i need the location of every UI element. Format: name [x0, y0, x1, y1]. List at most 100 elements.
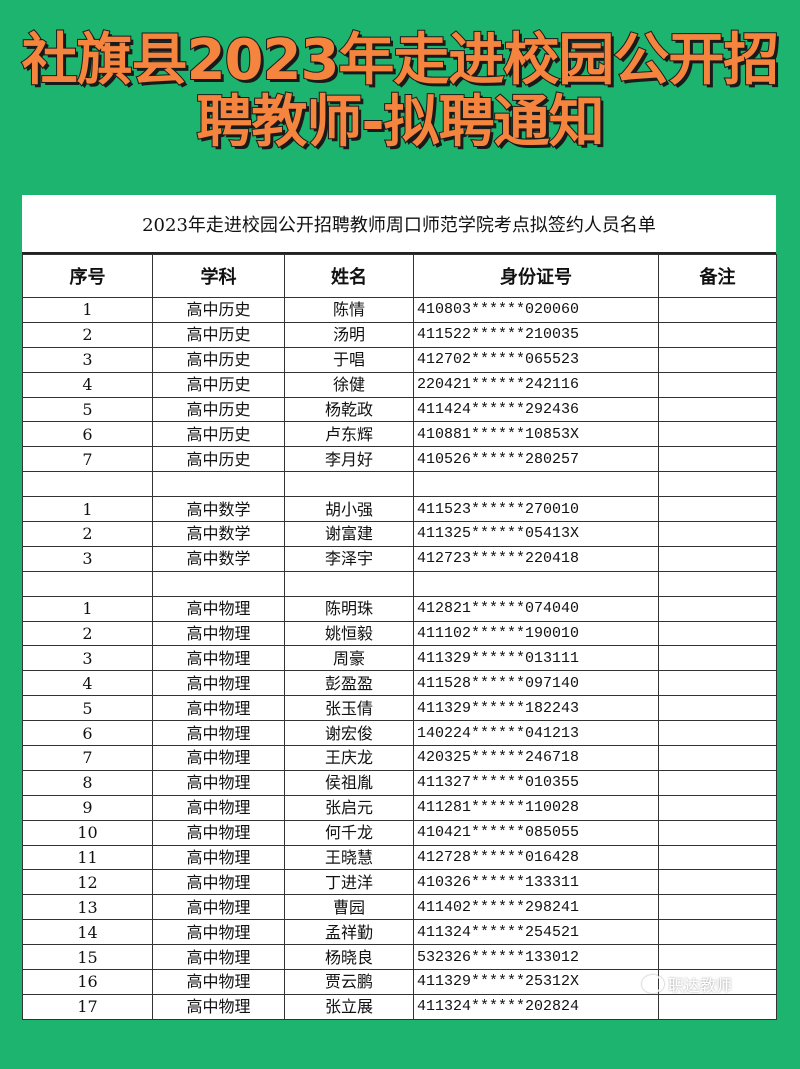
cell-index: 7 — [22, 745, 153, 771]
table-row: 16 高中物理 贾云鹏 411329******25312X — [22, 969, 777, 995]
cell-name: 杨晓良 — [284, 944, 414, 971]
cell-subject: 高中物理 — [152, 844, 285, 871]
table-row: 5 高中历史 杨乾政 411424******292436 — [22, 396, 777, 423]
cell-id-number: 410526******280257 — [413, 446, 659, 473]
table-row: 10 高中物理 何千龙 410421******085055 — [22, 819, 777, 846]
cell-remarks — [658, 819, 777, 846]
cell-id-number: 412728******016428 — [413, 844, 659, 871]
cell-remarks — [658, 297, 777, 323]
cell-remarks — [658, 496, 777, 523]
cell-id-number: 411402******298241 — [413, 894, 659, 921]
cell-subject — [152, 570, 285, 597]
cell-subject: 高中物理 — [152, 645, 285, 672]
cell-id-number: 420325******246718 — [413, 745, 659, 771]
cell-name: 姚恒毅 — [284, 620, 414, 647]
cell-name: 王晓慧 — [284, 844, 414, 871]
cell-name: 汤明 — [284, 321, 414, 348]
cell-name: 陈明珠 — [284, 595, 414, 622]
cell-subject — [152, 471, 285, 498]
cell-name: 张玉倩 — [284, 695, 414, 722]
table-row: 14 高中物理 孟祥勤 411324******254521 — [22, 919, 777, 946]
cell-name: 李泽宇 — [284, 545, 414, 572]
cell-id-number: 411424******292436 — [413, 396, 659, 423]
table-row: 6 高中物理 谢宏俊 140224******041213 — [22, 720, 777, 747]
cell-id-number: 412702******065523 — [413, 346, 659, 373]
cell-id-number: 410326******133311 — [413, 869, 659, 896]
cell-remarks — [658, 794, 777, 821]
cell-name: 卢东辉 — [284, 421, 414, 448]
cell-id-number: 220421******242116 — [413, 371, 659, 398]
cell-remarks — [658, 595, 777, 622]
header-id-number: 身份证号 — [413, 254, 659, 298]
table-row: 2 高中历史 汤明 411522******210035 — [22, 321, 777, 348]
table-row: 6 高中历史 卢东辉 410881******10853X — [22, 421, 777, 448]
cell-remarks — [658, 545, 777, 572]
table-header-row: 序号 学科 姓名 身份证号 备注 — [22, 254, 777, 298]
cell-remarks — [658, 769, 777, 796]
cell-remarks — [658, 670, 777, 697]
headline: 社旗县2023年走进校园公开招 聘教师-拟聘通知 — [0, 29, 800, 155]
cell-id-number: 410881******10853X — [413, 421, 659, 448]
cell-index: 3 — [22, 645, 153, 672]
table-row: 17 高中物理 张立展 411324******202824 — [22, 993, 777, 1020]
cell-id-number: 411329******25312X — [413, 969, 659, 995]
cell-remarks — [658, 396, 777, 423]
cell-remarks — [658, 371, 777, 398]
cell-id-number: 412723******220418 — [413, 545, 659, 572]
cell-subject: 高中历史 — [152, 421, 285, 448]
cell-index: 11 — [22, 844, 153, 871]
cell-subject: 高中物理 — [152, 993, 285, 1020]
cell-subject: 高中物理 — [152, 819, 285, 846]
cell-id-number: 411327******010355 — [413, 769, 659, 796]
cell-index: 2 — [22, 321, 153, 348]
table-row: 4 高中历史 徐健 220421******242116 — [22, 371, 777, 398]
cell-remarks — [658, 745, 777, 771]
table-row: 3 高中历史 于唱 412702******065523 — [22, 346, 777, 373]
cell-name: 李月好 — [284, 446, 414, 473]
table-row: 5 高中物理 张玉倩 411329******182243 — [22, 695, 777, 722]
cell-name: 陈情 — [284, 297, 414, 323]
cell-subject: 高中物理 — [152, 944, 285, 971]
cell-remarks — [658, 944, 777, 971]
cell-index: 14 — [22, 919, 153, 946]
cell-index: 13 — [22, 894, 153, 921]
cell-subject: 高中物理 — [152, 720, 285, 747]
cell-remarks — [658, 570, 777, 597]
cell-index: 4 — [22, 670, 153, 697]
cell-remarks — [658, 620, 777, 647]
cell-name: 何千龙 — [284, 819, 414, 846]
table-row: 15 高中物理 杨晓良 532326******133012 — [22, 944, 777, 971]
header-name: 姓名 — [284, 254, 414, 298]
table-row: 8 高中物理 侯祖胤 411327******010355 — [22, 769, 777, 796]
cell-name: 孟祥勤 — [284, 919, 414, 946]
cell-index: 5 — [22, 695, 153, 722]
cell-name: 谢富建 — [284, 521, 414, 547]
cell-id-number: 411528******097140 — [413, 670, 659, 697]
cell-id-number: 411325******05413X — [413, 521, 659, 547]
cell-id-number: 411102******190010 — [413, 620, 659, 647]
cell-subject: 高中物理 — [152, 969, 285, 995]
cell-remarks — [658, 446, 777, 473]
roster-sheet: 2023年走进校园公开招聘教师周口师范学院考点拟签约人员名单 序号 学科 姓名 … — [22, 195, 777, 1020]
cell-name — [284, 471, 414, 498]
wechat-icon — [642, 975, 664, 993]
cell-index: 6 — [22, 421, 153, 448]
cell-remarks — [658, 919, 777, 946]
cell-id-number: 411523******270010 — [413, 496, 659, 523]
watermark: 职达教师 — [642, 972, 732, 996]
cell-remarks — [658, 421, 777, 448]
table-row: 11 高中物理 王晓慧 412728******016428 — [22, 844, 777, 871]
watermark-text: 职达教师 — [668, 976, 733, 995]
cell-subject: 高中数学 — [152, 521, 285, 547]
cell-name: 徐健 — [284, 371, 414, 398]
cell-index — [22, 471, 153, 498]
cell-id-number: 412821******074040 — [413, 595, 659, 622]
cell-name: 张立展 — [284, 993, 414, 1020]
cell-remarks — [658, 993, 777, 1020]
cell-index: 7 — [22, 446, 153, 473]
cell-name: 杨乾政 — [284, 396, 414, 423]
cell-subject: 高中历史 — [152, 297, 285, 323]
cell-remarks — [658, 869, 777, 896]
cell-name: 王庆龙 — [284, 745, 414, 771]
cell-index: 2 — [22, 521, 153, 547]
